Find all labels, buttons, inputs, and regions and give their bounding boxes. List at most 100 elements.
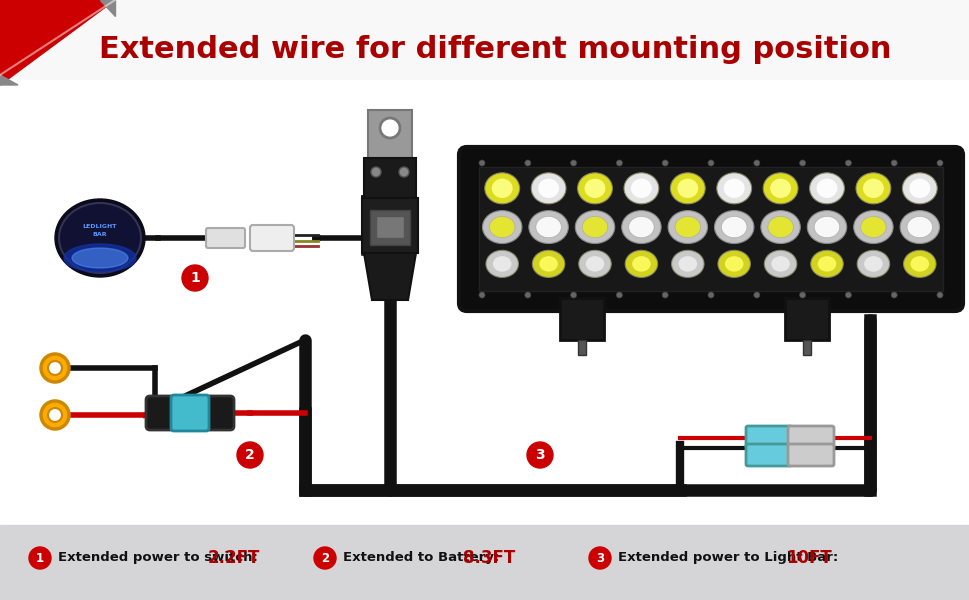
- Polygon shape: [363, 253, 416, 300]
- Ellipse shape: [64, 244, 136, 272]
- Circle shape: [662, 292, 668, 298]
- Ellipse shape: [770, 256, 789, 272]
- Ellipse shape: [855, 173, 890, 204]
- Ellipse shape: [863, 256, 882, 272]
- Bar: [479, 167, 942, 291]
- Ellipse shape: [624, 250, 657, 277]
- Ellipse shape: [901, 173, 936, 204]
- Ellipse shape: [674, 217, 700, 238]
- Circle shape: [798, 292, 805, 298]
- Ellipse shape: [910, 256, 928, 272]
- Circle shape: [891, 292, 896, 298]
- Ellipse shape: [676, 179, 698, 198]
- Circle shape: [891, 160, 896, 166]
- Ellipse shape: [630, 179, 651, 198]
- Circle shape: [41, 354, 69, 382]
- Polygon shape: [100, 0, 115, 16]
- Circle shape: [936, 160, 942, 166]
- Circle shape: [615, 160, 622, 166]
- Ellipse shape: [671, 250, 703, 277]
- FancyBboxPatch shape: [745, 426, 791, 448]
- Ellipse shape: [575, 211, 614, 244]
- Ellipse shape: [899, 211, 939, 244]
- Circle shape: [570, 160, 576, 166]
- Bar: [363, 158, 416, 198]
- Ellipse shape: [623, 173, 658, 204]
- Circle shape: [182, 265, 207, 291]
- Bar: [0, 525, 969, 600]
- Circle shape: [479, 292, 484, 298]
- Bar: [578, 340, 585, 355]
- Ellipse shape: [539, 256, 557, 272]
- Circle shape: [936, 292, 942, 298]
- Ellipse shape: [817, 256, 835, 272]
- FancyBboxPatch shape: [146, 396, 234, 430]
- Circle shape: [526, 442, 552, 468]
- Ellipse shape: [806, 211, 846, 244]
- Circle shape: [41, 401, 69, 429]
- Bar: [784, 298, 828, 340]
- Ellipse shape: [485, 250, 517, 277]
- FancyBboxPatch shape: [787, 444, 833, 466]
- Ellipse shape: [723, 179, 744, 198]
- Circle shape: [707, 160, 713, 166]
- FancyBboxPatch shape: [458, 147, 962, 311]
- Ellipse shape: [764, 250, 796, 277]
- Text: 1: 1: [36, 551, 44, 565]
- Text: 8.3FT: 8.3FT: [462, 549, 515, 567]
- Ellipse shape: [903, 250, 935, 277]
- Circle shape: [47, 361, 62, 375]
- Circle shape: [753, 160, 759, 166]
- Bar: [0, 80, 969, 530]
- Ellipse shape: [862, 179, 883, 198]
- Circle shape: [47, 408, 62, 422]
- Ellipse shape: [760, 211, 799, 244]
- Ellipse shape: [492, 256, 511, 272]
- Circle shape: [845, 160, 851, 166]
- Ellipse shape: [717, 250, 750, 277]
- Ellipse shape: [908, 179, 929, 198]
- Ellipse shape: [763, 173, 797, 204]
- Ellipse shape: [721, 217, 746, 238]
- Text: Extended to Battery:: Extended to Battery:: [343, 551, 499, 565]
- Ellipse shape: [528, 211, 568, 244]
- Ellipse shape: [809, 173, 844, 204]
- Ellipse shape: [724, 256, 742, 272]
- Ellipse shape: [577, 173, 611, 204]
- Ellipse shape: [632, 256, 650, 272]
- Ellipse shape: [628, 217, 653, 238]
- Bar: [369, 210, 410, 245]
- Ellipse shape: [716, 173, 751, 204]
- Ellipse shape: [531, 173, 566, 204]
- Text: Extended wire for different mounting position: Extended wire for different mounting pos…: [99, 35, 891, 64]
- Circle shape: [615, 292, 622, 298]
- Ellipse shape: [538, 179, 558, 198]
- Circle shape: [662, 160, 668, 166]
- Ellipse shape: [906, 217, 931, 238]
- Circle shape: [398, 167, 409, 177]
- Circle shape: [845, 292, 851, 298]
- Ellipse shape: [484, 173, 519, 204]
- Ellipse shape: [767, 217, 793, 238]
- Ellipse shape: [810, 250, 842, 277]
- Ellipse shape: [621, 211, 661, 244]
- Ellipse shape: [678, 256, 697, 272]
- Polygon shape: [0, 0, 115, 85]
- Text: Extended power to Light Bar:: Extended power to Light Bar:: [617, 551, 837, 565]
- Ellipse shape: [668, 211, 706, 244]
- Ellipse shape: [581, 217, 608, 238]
- Text: 2.2FT: 2.2FT: [207, 549, 260, 567]
- Text: LEDLIGHT: LEDLIGHT: [82, 223, 117, 229]
- Circle shape: [29, 547, 51, 569]
- Circle shape: [479, 160, 484, 166]
- Circle shape: [524, 160, 530, 166]
- Ellipse shape: [578, 250, 610, 277]
- Circle shape: [753, 292, 759, 298]
- Circle shape: [524, 292, 530, 298]
- Ellipse shape: [769, 179, 791, 198]
- Ellipse shape: [857, 250, 889, 277]
- Ellipse shape: [532, 250, 564, 277]
- Text: 1: 1: [190, 271, 200, 285]
- Bar: [802, 340, 810, 355]
- Circle shape: [236, 442, 263, 468]
